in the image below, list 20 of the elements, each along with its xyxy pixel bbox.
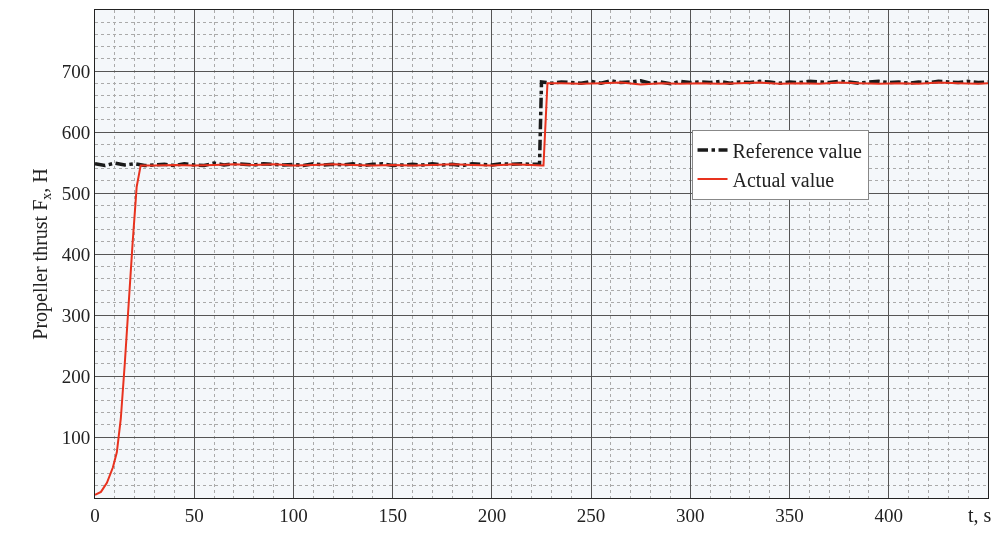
y-tick-label: 400	[61, 243, 91, 265]
y-tick-label: 100	[61, 426, 91, 448]
line-series	[95, 81, 988, 496]
x-tick-label: 100	[279, 504, 308, 526]
x-axis-title: t, s	[968, 504, 992, 526]
legend-label: Reference value	[732, 139, 862, 162]
y-tick-label: 200	[61, 365, 91, 387]
x-tick-label: 0	[90, 504, 100, 526]
x-tick-label: 50	[184, 504, 204, 526]
y-tick-label: 600	[61, 121, 91, 143]
x-tick-label: 300	[676, 504, 705, 526]
x-tick-label: 250	[576, 504, 606, 526]
y-tick-label: 500	[61, 182, 91, 204]
x-tick-label: 400	[874, 504, 904, 526]
y-tick-label: 700	[61, 60, 91, 82]
legend-label: Actual value	[732, 168, 835, 191]
x-tick-label: 200	[477, 504, 507, 526]
x-tick-label: 350	[775, 504, 804, 526]
y-tick-label: 300	[61, 304, 91, 326]
x-tick-label: 150	[378, 504, 407, 526]
